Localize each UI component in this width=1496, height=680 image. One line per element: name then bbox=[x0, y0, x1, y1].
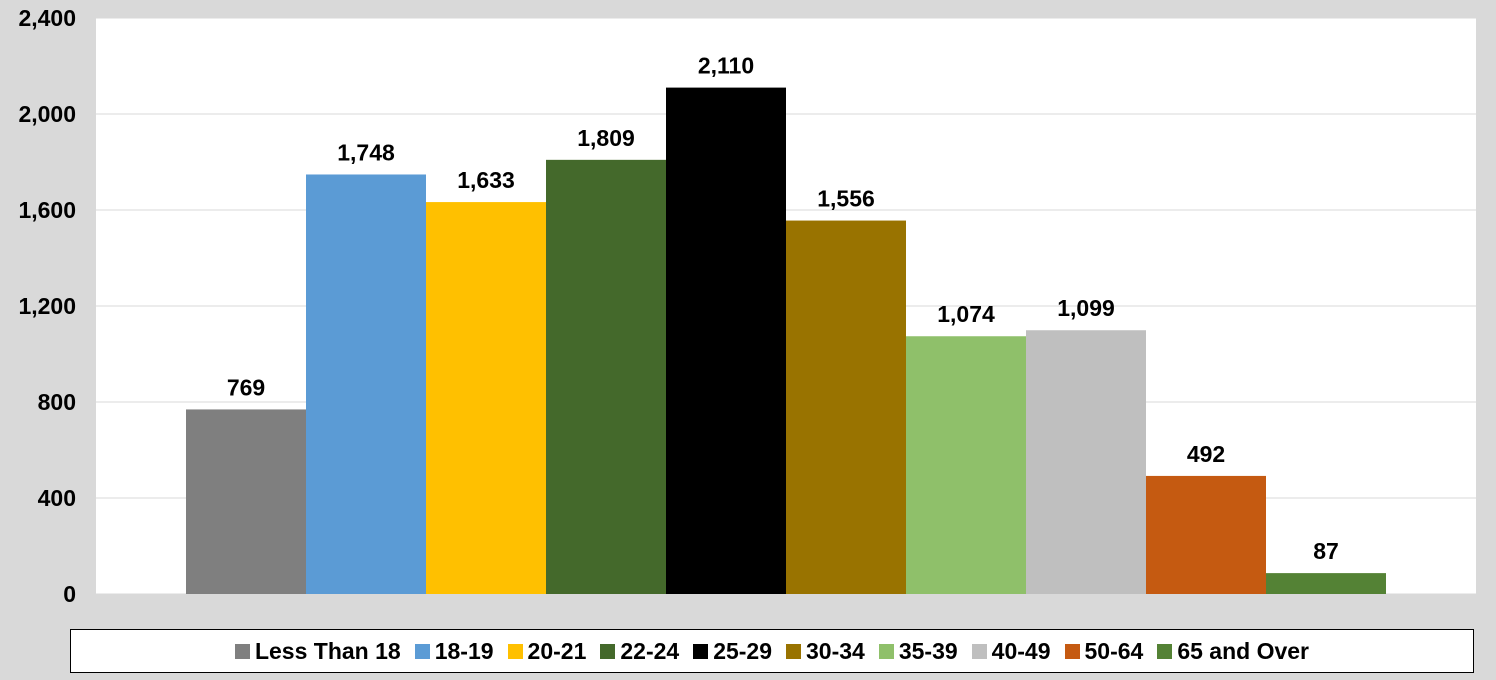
legend-swatch bbox=[1064, 643, 1080, 659]
y-tick-label: 800 bbox=[38, 389, 76, 415]
y-tick-label: 0 bbox=[63, 581, 76, 607]
bar-65-and-over bbox=[1266, 573, 1386, 594]
data-label: 1,633 bbox=[457, 167, 515, 193]
bars bbox=[186, 87, 1386, 595]
legend-label: 35-39 bbox=[898, 637, 958, 664]
bar-50-64 bbox=[1146, 475, 1266, 594]
legend-swatch bbox=[507, 643, 523, 659]
data-label: 1,809 bbox=[577, 125, 635, 151]
bar-30-34 bbox=[786, 220, 906, 594]
legend-item: 65 and Over bbox=[1157, 638, 1309, 665]
legend-label: Less Than 18 bbox=[254, 637, 401, 664]
y-axis-ticks: 0 400 800 1,200 1,600 2,000 2,400 bbox=[18, 5, 76, 607]
legend-swatch bbox=[414, 643, 430, 659]
y-tick-label: 1,200 bbox=[18, 293, 76, 319]
y-tick-label: 2,000 bbox=[18, 101, 76, 127]
y-tick-label: 2,400 bbox=[18, 5, 76, 31]
legend-swatch bbox=[1157, 643, 1173, 659]
legend-swatch bbox=[878, 643, 894, 659]
bar-35-39 bbox=[906, 336, 1026, 594]
legend-label: 65 and Over bbox=[1177, 637, 1310, 664]
data-label: 87 bbox=[1313, 538, 1339, 564]
bar-18-19 bbox=[306, 174, 426, 595]
y-tick-label: 400 bbox=[38, 485, 76, 511]
legend-item: 25-29 bbox=[693, 638, 772, 665]
legend-item: 50-64 bbox=[1064, 637, 1144, 665]
data-label: 2,110 bbox=[698, 53, 754, 79]
bar-20-21 bbox=[426, 202, 546, 594]
bar-25-29 bbox=[666, 87, 786, 594]
legend-label: 40-49 bbox=[991, 637, 1051, 664]
legend-item: 18-19 bbox=[414, 637, 494, 665]
legend-item: 30-34 bbox=[786, 638, 865, 665]
legend-item: 35-39 bbox=[878, 637, 958, 665]
legend-label: 25-29 bbox=[713, 637, 773, 664]
legend-label: 18-19 bbox=[434, 637, 494, 664]
data-label: 1,074 bbox=[937, 301, 995, 327]
legend: Less Than 18 18-19 20-21 22-24 25-29 30-34 35-… bbox=[70, 629, 1474, 673]
data-labels: 769 1,748 1,633 1,809 2,110 1,556 1,074 1,099 49… bbox=[227, 53, 1339, 565]
bar-22-24 bbox=[546, 159, 666, 594]
legend-swatch bbox=[971, 643, 987, 659]
data-label: 1,748 bbox=[337, 139, 395, 165]
bar-40-49 bbox=[1026, 330, 1146, 594]
legend-swatch bbox=[786, 643, 802, 659]
legend-label: 30-34 bbox=[806, 637, 865, 664]
legend-item: 22-24 bbox=[600, 638, 679, 665]
data-label: 1,099 bbox=[1057, 295, 1115, 321]
legend-item: 40-49 bbox=[971, 637, 1051, 665]
y-tick-label: 1,600 bbox=[18, 197, 76, 223]
bar-less-than-18 bbox=[186, 409, 306, 594]
data-label: 1,556 bbox=[817, 186, 875, 212]
legend-swatch bbox=[234, 643, 250, 659]
data-label: 492 bbox=[1187, 441, 1225, 467]
legend-swatch bbox=[693, 643, 709, 659]
legend-item: Less Than 18 bbox=[234, 637, 401, 665]
legend-label: 22-24 bbox=[620, 637, 680, 664]
data-label: 769 bbox=[227, 374, 265, 400]
legend-label: 50-64 bbox=[1084, 637, 1144, 664]
legend-item: 20-21 bbox=[507, 637, 587, 665]
legend-label: 20-21 bbox=[527, 637, 587, 664]
legend-swatch bbox=[600, 643, 616, 659]
